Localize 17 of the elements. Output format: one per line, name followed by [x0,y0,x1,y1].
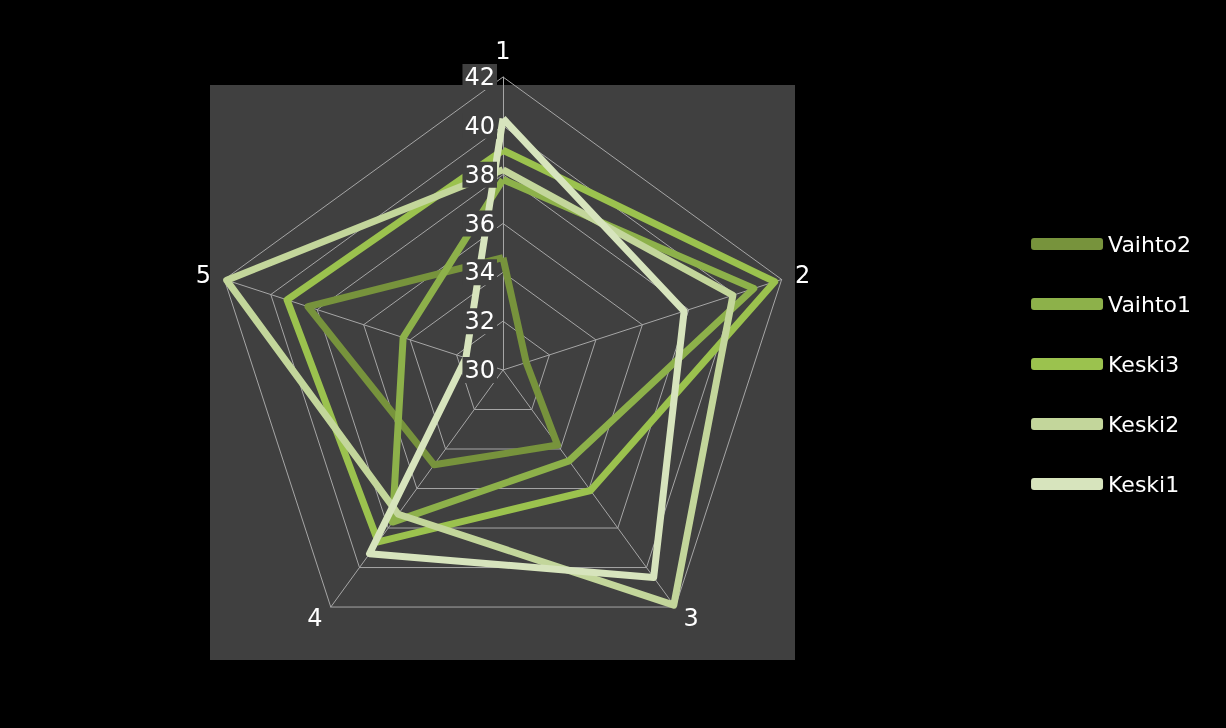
spoke-label: 1 [495,37,511,65]
legend-label: Vaihto1 [1108,291,1192,317]
legend-label: Vaihto2 [1108,231,1192,257]
y-tick-label: 30 [464,356,495,384]
y-tick-label: 42 [464,63,495,91]
spoke-label: 2 [794,261,811,290]
y-tick-label: 38 [464,160,495,189]
legend-label: Keski2 [1108,411,1180,437]
spoke-label: 5 [195,261,212,290]
y-tick-label: 40 [464,111,495,140]
y-tick-label: 36 [464,209,495,238]
y-tick-label: 34 [464,258,495,287]
legend-label: Keski3 [1108,351,1180,377]
spoke-label: 3 [683,604,699,633]
y-tick-label: 32 [464,307,495,336]
legend-label: Keski1 [1108,471,1180,497]
spoke-label: 4 [307,604,323,633]
